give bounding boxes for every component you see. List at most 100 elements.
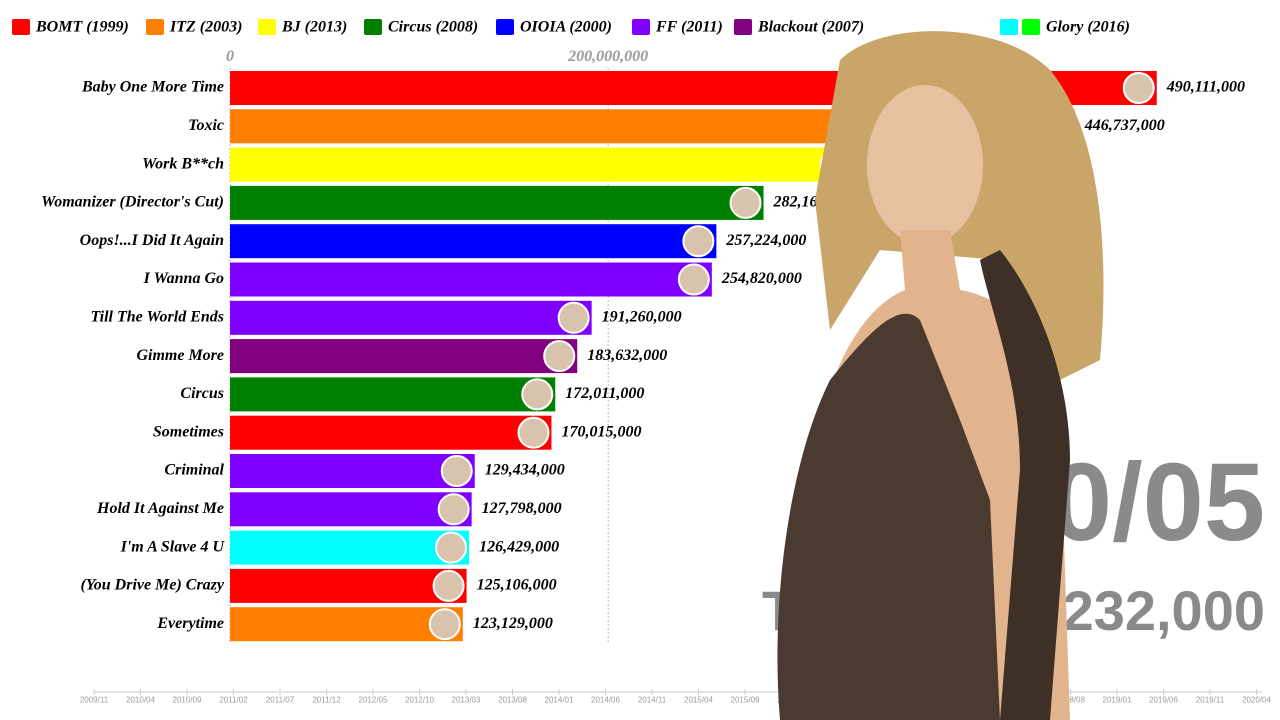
category-label: Gimme More bbox=[136, 347, 224, 364]
legend-label: BOMT (1999) bbox=[35, 19, 129, 36]
legend-label: Blackout (2007) bbox=[757, 19, 864, 36]
face bbox=[867, 85, 983, 245]
avatar bbox=[729, 186, 762, 219]
category-label: Oops!...I Did It Again bbox=[80, 232, 224, 249]
category-label: Everytime bbox=[156, 615, 224, 632]
category-label: I Wanna Go bbox=[143, 270, 224, 287]
legend-swatch bbox=[1000, 19, 1018, 35]
plot: BOMT (1999) ITZ (2003) BJ (2013) Circus (20… bbox=[12, 19, 1272, 705]
avatar bbox=[437, 493, 470, 526]
bar bbox=[230, 568, 467, 603]
legend-swatch bbox=[364, 19, 382, 35]
category-label: Work B**ch bbox=[142, 155, 224, 172]
date: 0/05 bbox=[1051, 441, 1265, 564]
avatar bbox=[432, 569, 465, 602]
value-label: 446,737,000 bbox=[1084, 117, 1165, 134]
x-tick-label: 200,000,000 bbox=[567, 48, 648, 65]
timeline-label: 2012/10 bbox=[405, 696, 434, 705]
avatar bbox=[1122, 72, 1155, 104]
bar bbox=[230, 147, 854, 182]
bar bbox=[230, 377, 556, 412]
category-label: Toxic bbox=[188, 117, 224, 134]
legend-label: FF (2011) bbox=[655, 19, 723, 36]
legend-swatch bbox=[258, 19, 276, 35]
value-label: 254,820,000 bbox=[721, 270, 802, 287]
value-label: 125,106,000 bbox=[477, 577, 557, 594]
category-label: Womanizer (Director's Cut) bbox=[41, 194, 224, 211]
legend-label: ITZ (2003) bbox=[169, 19, 242, 36]
value-label: 490,111,000 bbox=[1166, 79, 1245, 96]
category-label: Circus bbox=[180, 385, 224, 402]
x-tick-label: 0 bbox=[226, 48, 234, 65]
legend-label: BJ (2013) bbox=[281, 19, 347, 36]
strap bbox=[980, 250, 1070, 720]
legend-swatch bbox=[1022, 19, 1040, 35]
legend-label: OIOIA (2000) bbox=[520, 19, 612, 36]
bar bbox=[230, 492, 472, 527]
timeline-label: 2011/07 bbox=[266, 696, 295, 705]
timeline-label: 2012/05 bbox=[359, 696, 388, 705]
timeline-label: 2010/04 bbox=[126, 696, 155, 705]
avatar bbox=[517, 416, 550, 449]
timeline-label: 2019/06 bbox=[1149, 696, 1178, 705]
value-label: 183,632,000 bbox=[587, 347, 667, 364]
avatar bbox=[428, 608, 461, 641]
avatar bbox=[677, 263, 710, 296]
legend-swatch bbox=[12, 19, 30, 35]
timeline-label: 2011/02 bbox=[219, 696, 248, 705]
value-label: 127,798,000 bbox=[482, 500, 562, 517]
category-label: (You Drive Me) Crazy bbox=[80, 577, 224, 594]
category-label: Sometimes bbox=[153, 423, 224, 440]
photo bbox=[777, 31, 1104, 720]
timeline-label: 2015/04 bbox=[684, 696, 713, 705]
bar bbox=[230, 607, 463, 642]
timeline-label: 2014/01 bbox=[545, 696, 574, 705]
avatar bbox=[682, 225, 715, 258]
bar bbox=[230, 415, 552, 450]
timeline-label: 2010/09 bbox=[173, 696, 202, 705]
timeline-label: 2013/03 bbox=[452, 696, 481, 705]
timeline-label: 2009/11 bbox=[80, 696, 109, 705]
avatar bbox=[543, 340, 576, 373]
bar bbox=[230, 224, 717, 259]
avatar bbox=[440, 455, 473, 487]
category-label: Hold It Against Me bbox=[96, 500, 224, 517]
bar bbox=[230, 454, 475, 488]
avatar bbox=[521, 378, 554, 411]
timeline-label: 2015/09 bbox=[731, 696, 760, 705]
category-label: Baby One More Time bbox=[81, 79, 224, 96]
bar bbox=[230, 530, 470, 565]
value-label: 126,429,000 bbox=[479, 538, 559, 555]
avatar bbox=[557, 301, 590, 334]
dress bbox=[777, 313, 1000, 720]
bar bbox=[230, 339, 578, 374]
avatar bbox=[435, 531, 468, 564]
category-label: Till The World Ends bbox=[90, 308, 224, 325]
category-label: I'm A Slave 4 U bbox=[120, 538, 226, 555]
value-label: 129,434,000 bbox=[485, 462, 565, 479]
legend-label: Circus (2008) bbox=[388, 19, 478, 36]
value-label: 257,224,000 bbox=[725, 232, 806, 249]
timeline-label: 2014/06 bbox=[591, 696, 620, 705]
timeline-label: 2018/08 bbox=[1056, 696, 1085, 705]
bar bbox=[230, 185, 764, 220]
timeline-label: 2019/01 bbox=[1103, 696, 1132, 705]
timeline-label: 2013/08 bbox=[498, 696, 527, 705]
legend-swatch bbox=[734, 19, 752, 35]
bar bbox=[230, 262, 712, 297]
legend-swatch bbox=[496, 19, 514, 35]
value-label: 123,129,000 bbox=[473, 615, 553, 632]
legend-swatch bbox=[146, 19, 164, 35]
timeline-label: 2020/04 bbox=[1242, 696, 1271, 705]
value-label: 170,015,000 bbox=[561, 423, 641, 440]
timeline-label: 2014/11 bbox=[638, 696, 667, 705]
bar bbox=[230, 300, 592, 335]
legend-label: Glory (2016) bbox=[1046, 19, 1130, 36]
legend-swatch bbox=[632, 19, 650, 35]
category-label: Criminal bbox=[164, 462, 224, 479]
value-label: 172,011,000 bbox=[565, 385, 644, 402]
timeline-label: 2011/12 bbox=[312, 696, 341, 705]
value-label: 191,260,000 bbox=[602, 308, 682, 325]
timeline-label: 2019/11 bbox=[1196, 696, 1225, 705]
